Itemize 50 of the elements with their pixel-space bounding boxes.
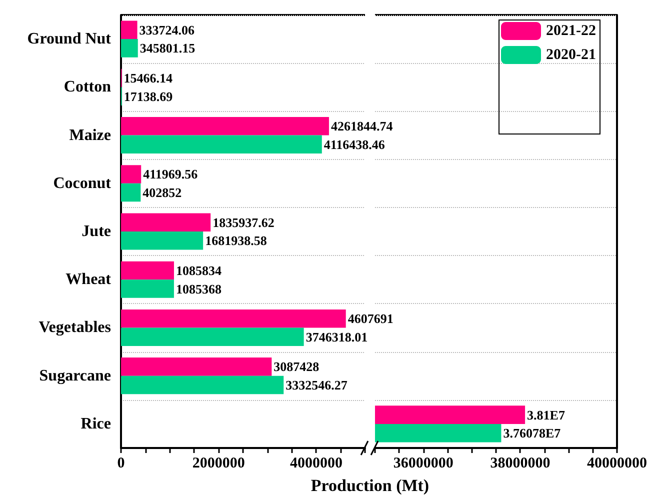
data-label: 15466.14 (124, 70, 174, 86)
y-tick-label: Sugarcane (39, 367, 111, 384)
y-tick-label: Rice (80, 415, 111, 432)
data-label: 1681938.58 (205, 233, 268, 248)
x-tick-label: 0 (117, 456, 125, 472)
data-label: 402852 (142, 185, 182, 200)
data-label: 17138.69 (124, 88, 174, 104)
x-tick-label: 4000000 (290, 456, 342, 472)
data-label: 3746318.01 (306, 329, 368, 344)
x-tick-label: 36000000 (393, 456, 454, 472)
data-label: 411969.56 (143, 166, 198, 182)
data-label: 3.76078E7 (503, 426, 562, 441)
y-tick-label: Coconut (53, 174, 112, 192)
bar (121, 20, 138, 40)
data-label: 4261844.74 (330, 118, 394, 134)
y-tick-label: Cotton (64, 78, 112, 96)
bar (121, 183, 141, 202)
bar (121, 309, 346, 328)
data-label: 1835937.62 (212, 214, 274, 230)
data-label: 3332546.27 (286, 377, 348, 392)
data-label: 333724.06 (139, 22, 196, 38)
x-tick-label: 40000000 (587, 456, 647, 472)
x-tick-label: 38000000 (490, 456, 550, 472)
data-label: 345801.15 (140, 40, 196, 56)
data-label: 1085368 (176, 281, 222, 296)
bar (121, 232, 204, 250)
y-tick-label: Jute (82, 223, 111, 240)
data-label: 3087428 (274, 359, 320, 374)
data-label: 4607691 (348, 311, 394, 326)
bar (121, 39, 138, 58)
bar (121, 165, 142, 184)
legend-label: 2021-22 (546, 23, 596, 39)
legend-label: 2020-21 (546, 47, 596, 63)
y-tick-label: Wheat (66, 271, 112, 288)
bar (121, 213, 211, 232)
data-label: 1085834 (176, 262, 222, 278)
y-tick-label: Ground Nut (27, 30, 112, 48)
bar (121, 135, 322, 154)
bar (121, 116, 329, 136)
bar (121, 261, 174, 280)
data-label: 3.81E7 (527, 407, 566, 422)
bar (121, 358, 272, 376)
bar (121, 328, 304, 346)
y-tick-label: Maize (69, 126, 111, 144)
data-label: 4116438.46 (324, 136, 386, 152)
y-tick-label: Vegetables (38, 319, 111, 336)
bar (121, 280, 174, 298)
x-axis-title: Production (Mt) (310, 476, 430, 496)
x-tick-label: 2000000 (192, 456, 245, 472)
bar (121, 376, 284, 394)
